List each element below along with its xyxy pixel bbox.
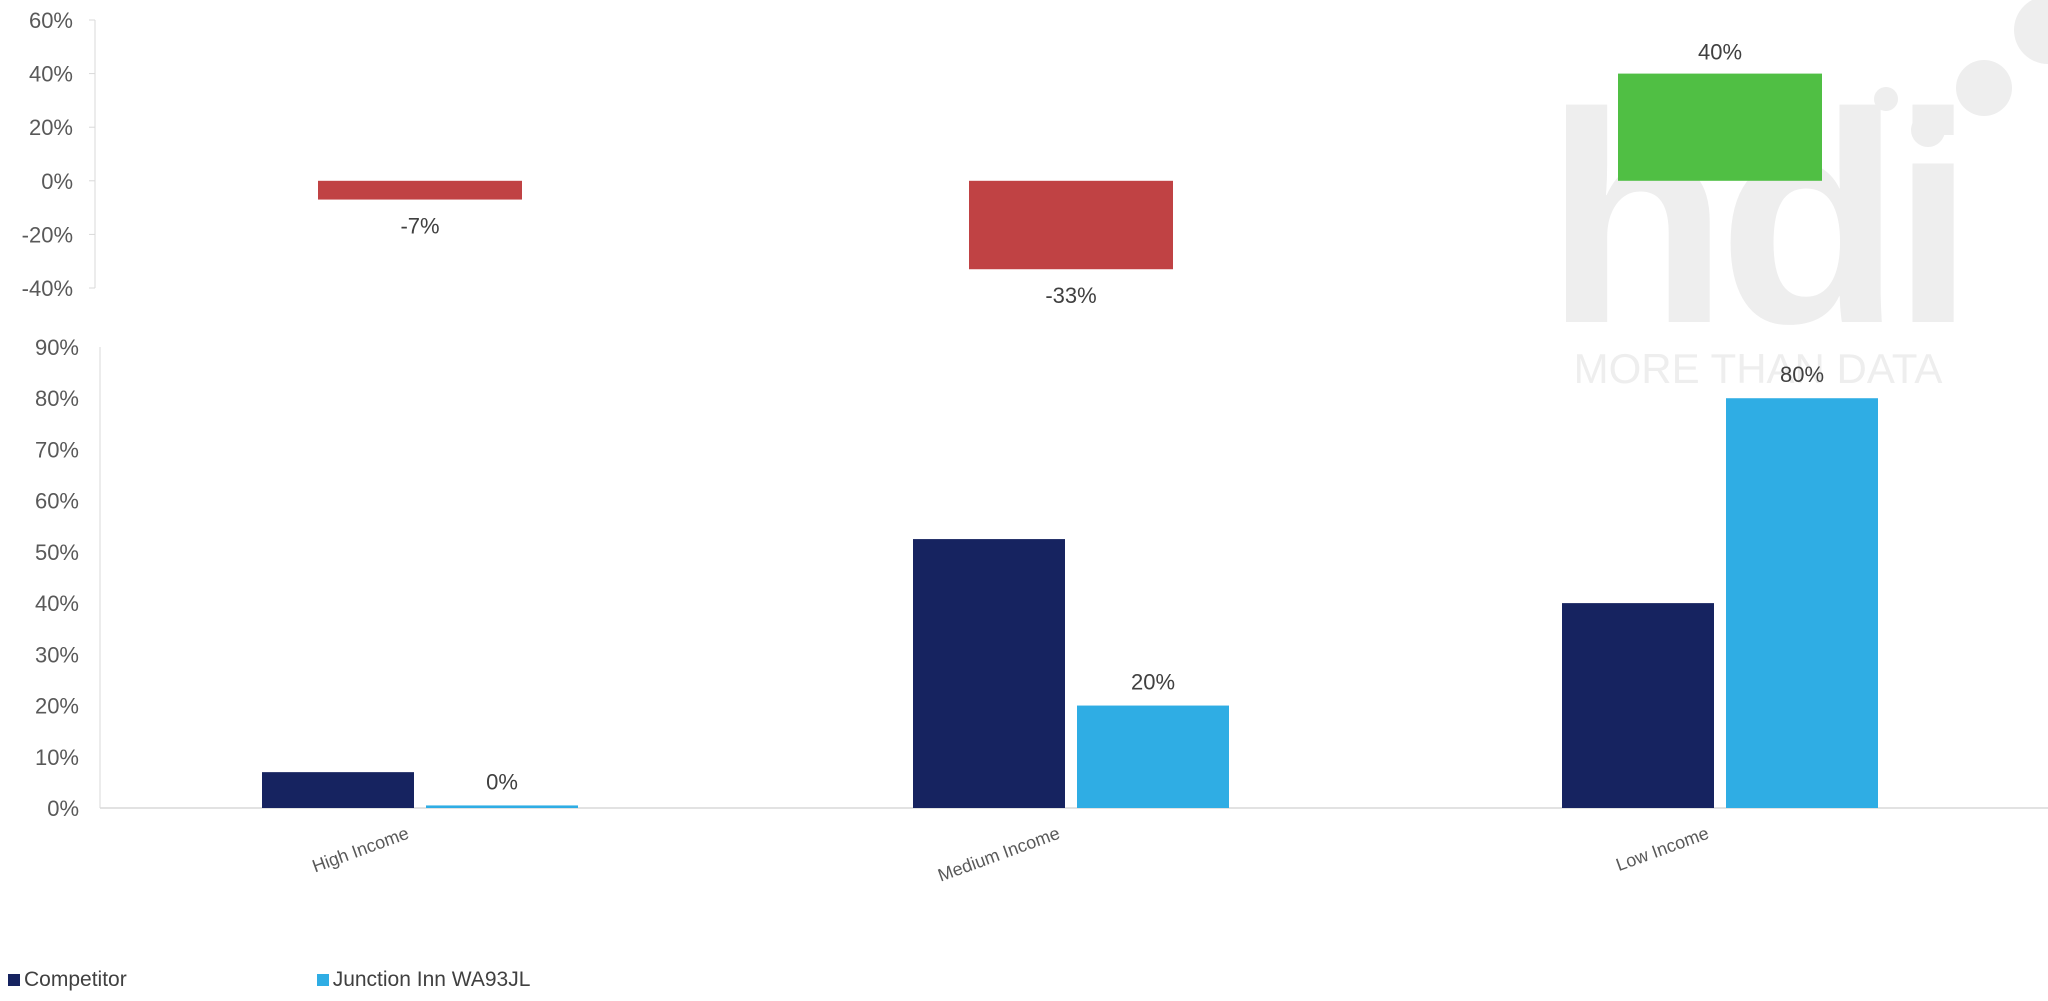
competitor-bar	[1562, 603, 1714, 808]
top-y-tick-label: -20%	[22, 222, 73, 247]
bottom-y-tick-label: 0%	[47, 796, 79, 821]
top-y-tick-label: 40%	[29, 62, 73, 87]
bottom-y-tick-label: 90%	[35, 335, 79, 360]
difference-data-label: -33%	[1045, 283, 1096, 308]
watermark-dot-edge	[2014, 0, 2048, 64]
property-data-label: 20%	[1131, 670, 1175, 695]
watermark-dot-small	[1874, 87, 1898, 111]
watermark-dot-large	[1956, 60, 2012, 116]
legend-swatch-competitor	[8, 974, 20, 986]
bottom-y-tick-label: 50%	[35, 540, 79, 565]
property-bar	[426, 805, 578, 808]
distribution-chart: 90% 80% 70% 60% 50% 40% 30% 20% 10% 0% 0% 20% 80% Hig…	[35, 335, 2048, 886]
property-data-label: 80%	[1780, 362, 1824, 387]
property-bar	[1726, 398, 1878, 808]
bottom-y-tick-label: 10%	[35, 745, 79, 770]
bottom-y-tick-label: 80%	[35, 386, 79, 411]
competitor-bar	[262, 772, 414, 808]
legend-item-property: Junction Inn WA93JL	[316, 968, 531, 992]
top-y-tick-label: 20%	[29, 115, 73, 140]
property-bar	[1077, 705, 1229, 808]
difference-data-label: 40%	[1698, 40, 1742, 65]
top-y-tick-label: 60%	[29, 8, 73, 33]
legend-item-competitor: Competitor	[8, 968, 127, 992]
difference-chart: 60% 40% 20% 0% -20% -40% -7% -33% 40%	[22, 8, 1822, 308]
x-category-label: Low Income	[1613, 823, 1711, 875]
legend-label-competitor: Competitor	[24, 968, 127, 991]
bottom-y-tick-label: 20%	[35, 694, 79, 719]
watermark-tagline: MORE THAN DATA	[1574, 345, 1943, 392]
difference-bar	[1618, 73, 1822, 181]
watermark-dot-medium	[1911, 113, 1945, 147]
legend-label-property: Junction Inn WA93JL	[332, 968, 531, 991]
top-y-tick-label: 0%	[41, 169, 73, 194]
bottom-y-tick-label: 40%	[35, 591, 79, 616]
x-category-label: Medium Income	[935, 823, 1062, 886]
difference-bar	[318, 180, 522, 200]
legend-swatch-property	[316, 974, 329, 986]
difference-bar	[969, 180, 1173, 270]
bottom-y-tick-label: 70%	[35, 437, 79, 462]
legend: Competitor Junction Inn WA93JL	[8, 968, 720, 992]
competitor-bar	[913, 539, 1065, 808]
x-category-label: High Income	[310, 823, 412, 876]
top-y-tick-label: -40%	[22, 276, 73, 301]
difference-data-label: -7%	[400, 214, 439, 239]
bottom-y-tick-label: 30%	[35, 642, 79, 667]
bottom-y-tick-label: 60%	[35, 489, 79, 514]
property-data-label: 0%	[486, 769, 518, 794]
